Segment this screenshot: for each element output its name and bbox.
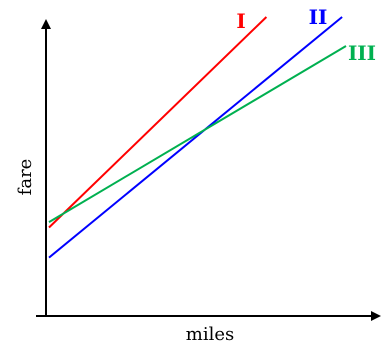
series-line-1 <box>48 16 268 229</box>
series-label-1: I <box>236 9 245 33</box>
y-axis-label: fare <box>15 159 36 196</box>
series-line-2 <box>48 16 343 259</box>
series-line-3 <box>48 45 347 223</box>
series-label-3: III <box>348 41 376 65</box>
series-label-2: II <box>309 5 328 29</box>
x-axis-label: miles <box>186 324 234 345</box>
